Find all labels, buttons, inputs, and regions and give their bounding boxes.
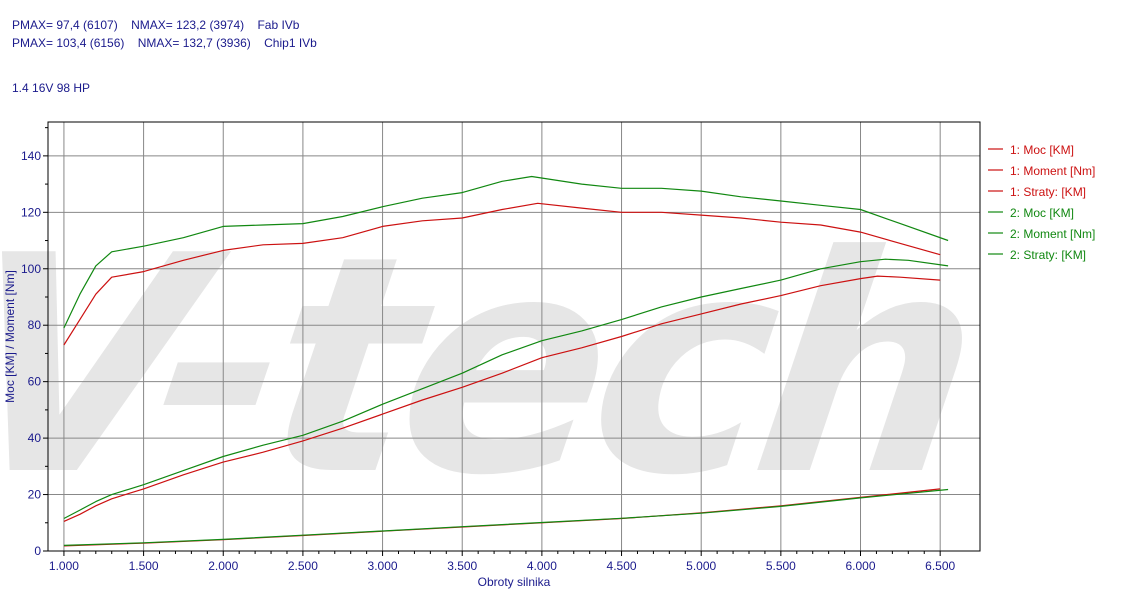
- x-tick-label: 4.500: [607, 559, 637, 573]
- axes: 0 20 40 60 80 100 120 140 1.000 1.500 2.000 2.500 3.…: [3, 121, 981, 589]
- x-tick-label: 2.500: [288, 559, 318, 573]
- y-axis-label: Moc [KM] / Moment [Nm]: [3, 270, 17, 403]
- series-lines: [63, 175, 949, 547]
- y-tick-label: 60: [28, 375, 42, 389]
- y-tick-label: 40: [28, 431, 42, 445]
- legend-label: 2: Moment [Nm]: [1010, 227, 1095, 241]
- series-line-2: [63, 202, 941, 346]
- x-tick-label: 1.500: [129, 559, 159, 573]
- legend-label: 1: Straty: [KM]: [1010, 185, 1086, 199]
- vtech-watermark: V-tech: [0, 189, 992, 544]
- x-tick-label: 4.000: [527, 559, 557, 573]
- y-tick-label: 140: [21, 149, 41, 163]
- legend-label: 1: Moc [KM]: [1010, 143, 1074, 157]
- x-tick-label: 6.000: [845, 559, 875, 573]
- y-tick-label: 80: [28, 318, 42, 332]
- series-line-1: [63, 275, 941, 522]
- y-tick-label: 0: [34, 544, 41, 558]
- x-tick-label: 1.000: [49, 559, 79, 573]
- plot-frame: [47, 121, 981, 552]
- x-tick-label: 5.000: [686, 559, 716, 573]
- series-line-6: [63, 488, 949, 546]
- x-tick-label: 3.500: [447, 559, 477, 573]
- x-axis-label: Obroty silnika: [478, 575, 551, 589]
- y-tick-label: 20: [28, 488, 42, 502]
- y-tick-label: 100: [21, 262, 41, 276]
- legend-label: 2: Moc [KM]: [1010, 206, 1074, 220]
- series-line-4: [63, 258, 949, 520]
- legend-label: 1: Moment [Nm]: [1010, 164, 1095, 178]
- x-tick-label: 2.000: [208, 559, 238, 573]
- legend: 1: Moc [KM] 1: Moment [Nm] 1: Straty: [KM]…: [988, 143, 1095, 262]
- x-tick-label: 5.500: [766, 559, 796, 573]
- x-tick-label: 3.000: [368, 559, 398, 573]
- engine-label: 1.4 16V 98 HP: [12, 81, 91, 95]
- legend-label: 2: Straty: [KM]: [1010, 248, 1086, 262]
- series-line-5: [63, 175, 949, 329]
- header-line-2: PMAX= 103,4 (6156) NMAX= 132,7 (3936) Ch…: [12, 36, 317, 50]
- x-tick-label: 6.500: [925, 559, 955, 573]
- y-tick-label: 120: [21, 205, 41, 219]
- watermark-text: V-tech: [0, 192, 989, 541]
- header-line-1: PMAX= 97,4 (6107) NMAX= 123,2 (3974) Fab…: [12, 18, 300, 32]
